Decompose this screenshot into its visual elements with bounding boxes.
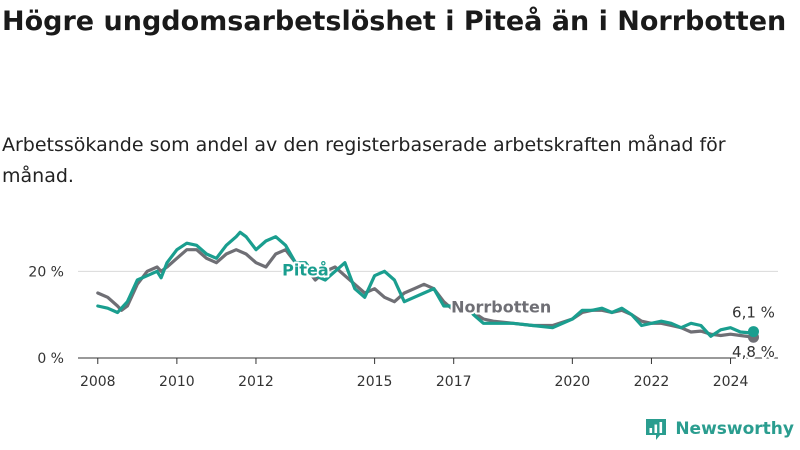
x-tick-label: 2020: [555, 374, 591, 390]
series-end-value-label: 4,8 %: [732, 343, 775, 361]
series-line-1: [96, 230, 756, 338]
chart-subtitle: Arbetssökande som andel av den registerb…: [2, 134, 726, 187]
x-tick-label: 2022: [634, 374, 670, 390]
x-tick-label: 2010: [159, 374, 195, 390]
x-axis: 2008 2010 2012 2015 2017 2020 2022 2024: [78, 357, 778, 390]
brand-name: Newsworthy: [675, 419, 794, 439]
brand-logo: Newsworthy: [643, 416, 794, 442]
chart-title: Högre ungdomsarbetslöshet i Piteå än i N…: [2, 6, 787, 37]
x-tick-label: 2015: [357, 374, 393, 390]
y-tick-label: 0 %: [37, 351, 64, 367]
x-tick-label: 2017: [436, 374, 472, 390]
series-labels: Norrbotten Piteå 4,8 % 6,1 %: [280, 259, 777, 364]
y-axis-labels: 0 % 20 %: [28, 264, 64, 367]
series-lines: [96, 230, 759, 343]
x-tick-label: 2024: [713, 374, 749, 390]
series-name-label: Norrbotten: [451, 298, 551, 317]
series-name-label: Piteå: [282, 261, 329, 280]
y-tick-label: 20 %: [28, 264, 64, 280]
series-end-value-label: 6,1 %: [732, 304, 775, 322]
series-end-point-1: [747, 326, 759, 338]
x-tick-label: 2012: [238, 374, 274, 390]
x-tick-label: 2008: [80, 374, 116, 390]
newsworthy-logo-icon: [646, 419, 667, 440]
